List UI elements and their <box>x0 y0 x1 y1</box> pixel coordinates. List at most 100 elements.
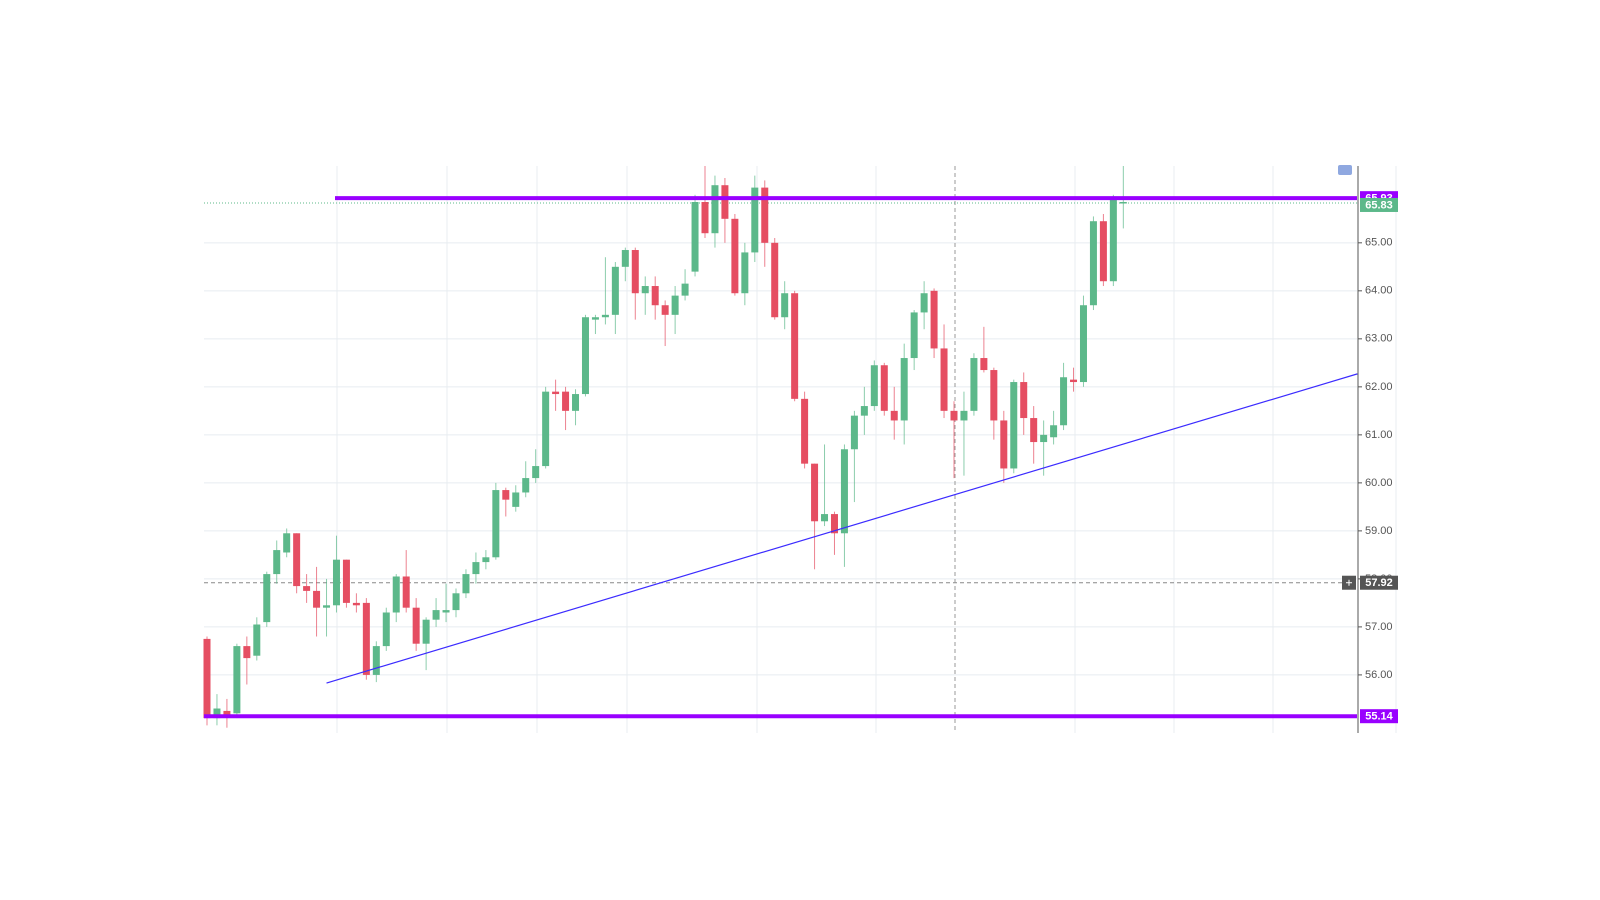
candle-body <box>323 605 331 608</box>
trendline <box>326 373 1358 684</box>
candle-body <box>581 317 589 395</box>
candle-body <box>920 293 928 313</box>
candle-body <box>761 187 769 243</box>
candle-body <box>213 708 221 719</box>
y-tick-label: 62.00 <box>1365 381 1393 393</box>
candle-body <box>1000 420 1008 469</box>
crosshair-label: 57.92 <box>1365 577 1393 589</box>
candle-body <box>821 514 829 522</box>
candle-body <box>811 463 819 522</box>
y-tick-label: 64.00 <box>1365 285 1393 297</box>
candle-body <box>880 365 888 411</box>
candle-body <box>900 358 908 421</box>
candle-body <box>233 646 241 714</box>
candle-body <box>362 602 370 675</box>
candle-body <box>661 305 669 315</box>
candle-body <box>572 394 580 411</box>
y-tick-label: 57.00 <box>1365 621 1393 633</box>
candle-body <box>253 624 261 656</box>
candle-body <box>721 185 729 219</box>
candle-body <box>313 590 321 608</box>
candle-body <box>980 358 988 371</box>
candle-body <box>1030 418 1038 443</box>
y-tick-label: 61.00 <box>1365 429 1393 441</box>
level-label-box <box>1360 709 1398 724</box>
candle-body <box>1109 199 1117 282</box>
candle-body <box>940 348 948 411</box>
scroll-icon[interactable] <box>1338 165 1352 175</box>
candle-body <box>303 586 311 591</box>
y-tick-label: 60.00 <box>1365 477 1393 489</box>
candle-body <box>631 250 639 294</box>
candle-body <box>1119 202 1127 204</box>
candle-body <box>552 391 560 395</box>
candle-body <box>342 559 350 603</box>
last-price-label: 65.83 <box>1365 199 1393 211</box>
candle-body <box>392 576 400 613</box>
candle-body <box>422 619 430 644</box>
candle-body <box>751 187 759 253</box>
candle-body <box>512 492 520 507</box>
candle-body <box>283 533 291 553</box>
candle-body <box>1079 305 1087 383</box>
candle-body <box>651 286 659 306</box>
y-tick-label: 63.00 <box>1365 333 1393 345</box>
candle-body <box>452 593 460 611</box>
candle-body <box>1060 377 1068 426</box>
candle-body <box>711 185 719 234</box>
candle-body <box>1099 221 1107 282</box>
candle-body <box>532 466 540 479</box>
candle-body <box>352 602 360 606</box>
candle-body <box>990 370 998 421</box>
candle-body <box>801 398 809 464</box>
candle-body <box>850 415 858 450</box>
candle-body <box>691 202 699 272</box>
candle-body <box>562 391 570 411</box>
candle-body <box>830 514 838 534</box>
candle-body <box>701 202 709 234</box>
candle-body <box>1020 382 1028 419</box>
candle-body <box>1050 425 1058 438</box>
candle-body <box>263 574 271 623</box>
candle-body <box>960 410 968 421</box>
candle-body <box>1040 434 1048 443</box>
candle-body <box>402 576 410 608</box>
level-label: 55.14 <box>1365 711 1393 723</box>
crosshair-label-box <box>1360 575 1398 590</box>
y-tick-label: 65.00 <box>1365 237 1393 249</box>
candle-body <box>482 557 490 563</box>
candle-body <box>611 266 619 315</box>
candle-body <box>781 293 789 318</box>
candle-body <box>741 252 749 294</box>
candle-body <box>591 317 599 320</box>
candle-body <box>641 286 649 294</box>
y-tick-label: 59.00 <box>1365 525 1393 537</box>
candle-body <box>412 607 420 644</box>
candle-body <box>970 358 978 411</box>
candle-body <box>502 490 510 500</box>
candle-body <box>870 365 878 407</box>
candle-body <box>223 710 231 716</box>
candle-body <box>910 312 918 359</box>
candle-body <box>432 610 440 620</box>
candle-body <box>542 391 550 467</box>
candle-body <box>293 533 301 587</box>
candle-body <box>372 646 380 675</box>
candle-body <box>860 406 868 416</box>
candle-body <box>462 574 470 594</box>
candle-body <box>731 218 739 294</box>
candle-body <box>332 559 340 606</box>
candle-body <box>273 550 281 575</box>
candle-body <box>442 610 450 613</box>
last-price-label-box <box>1360 197 1398 212</box>
candle-body <box>601 314 609 318</box>
candle-body <box>1089 221 1097 306</box>
candle-body <box>930 290 938 349</box>
candle-body <box>840 449 848 534</box>
candle-body <box>771 242 779 318</box>
candle-body <box>681 283 689 296</box>
candle-body <box>890 410 898 421</box>
candle-body <box>492 490 500 558</box>
